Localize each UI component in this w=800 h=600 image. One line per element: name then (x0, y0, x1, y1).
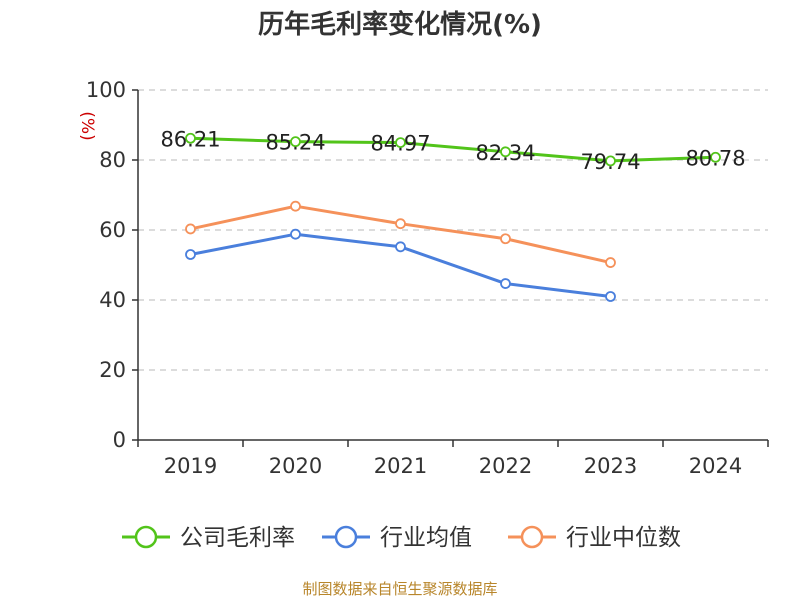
data-point[interactable] (395, 218, 406, 230)
data-point[interactable] (605, 291, 616, 302)
data-point[interactable] (185, 223, 196, 235)
legend-label: 公司毛利率 (180, 525, 295, 551)
y-tick-label: 0 (113, 428, 126, 452)
y-tick-label: 40 (99, 288, 126, 312)
legend-label: 行业均值 (380, 525, 472, 551)
x-tick-label: 2021 (374, 454, 427, 478)
data-point[interactable] (290, 228, 301, 240)
data-label: 79.74 (580, 150, 640, 174)
x-tick-label: 2023 (584, 454, 637, 478)
x-tick-label: 2019 (164, 454, 217, 478)
y-tick-label: 80 (99, 148, 126, 172)
legend-marker-icon (134, 525, 158, 549)
data-point[interactable] (395, 241, 406, 253)
series-line (190, 204, 611, 265)
data-point[interactable] (185, 249, 196, 260)
data-point[interactable] (710, 151, 721, 163)
series-group (185, 132, 721, 302)
data-label: 86.21 (160, 127, 220, 151)
x-tick-label: 2022 (479, 454, 532, 478)
legend-item[interactable]: 行业中位数 (508, 525, 681, 551)
y-tick-label: 60 (99, 218, 126, 242)
data-label: 82.34 (475, 141, 535, 165)
data-point[interactable] (500, 146, 511, 158)
data-point[interactable] (290, 136, 301, 148)
chart-title: 历年毛利率变化情况(%) (258, 10, 542, 40)
source-note: 制图数据来自恒生聚源数据库 (302, 580, 498, 598)
y-tick-label: 100 (86, 78, 126, 102)
data-point[interactable] (605, 257, 616, 268)
y-axis-unit: (%) (77, 111, 97, 140)
data-point[interactable] (185, 132, 196, 144)
series-line (190, 136, 716, 163)
grid-lines (138, 89, 768, 371)
legend-marker-icon (520, 525, 544, 549)
data-label: 84.97 (370, 132, 430, 156)
data-point[interactable] (500, 278, 511, 289)
data-point[interactable] (395, 137, 406, 149)
data-label: 85.24 (265, 131, 325, 155)
data-point[interactable] (290, 200, 301, 212)
x-tick-label: 2020 (269, 454, 322, 478)
data-labels: 86.21 85.24 84.97 82.34 79.74 80.78 (160, 127, 745, 174)
data-point[interactable] (500, 233, 511, 245)
legend[interactable]: 公司毛利率 行业均值 行业中位数 (122, 525, 681, 551)
axes: 0 20 40 60 80 100 2019 2020 2021 2022 2023 2024 (86, 78, 769, 478)
x-tick-label: 2024 (689, 454, 742, 478)
legend-item[interactable]: 行业均值 (322, 525, 472, 551)
y-tick-label: 20 (99, 358, 126, 382)
legend-marker-icon (334, 525, 358, 549)
data-label: 80.78 (685, 146, 745, 170)
data-point[interactable] (605, 155, 616, 167)
legend-label: 行业中位数 (566, 525, 681, 551)
legend-item[interactable]: 公司毛利率 (122, 525, 295, 551)
